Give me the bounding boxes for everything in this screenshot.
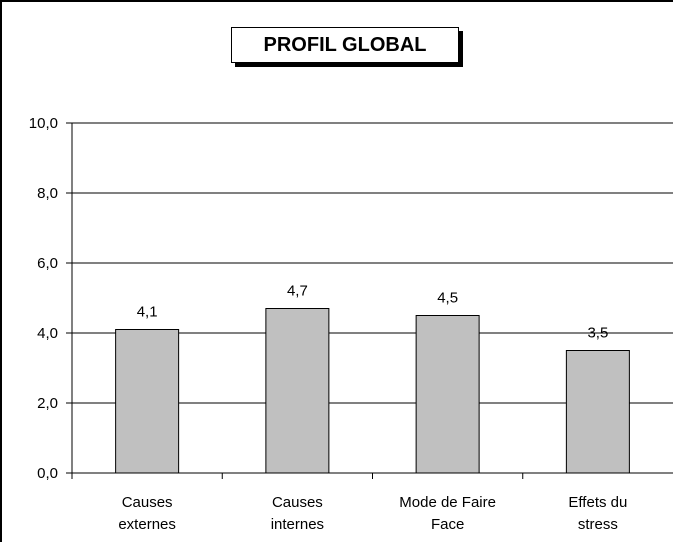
x-tick-label: externes <box>118 516 176 533</box>
x-tick-label: Causes <box>122 494 173 511</box>
x-tick-label: Effets du <box>568 494 627 511</box>
x-tick-label: Face <box>431 516 464 533</box>
y-tick-label: 8,0 <box>37 185 58 202</box>
data-label: 3,5 <box>587 325 608 342</box>
y-tick-label: 10,0 <box>29 115 58 132</box>
bar <box>115 329 180 474</box>
bar <box>265 308 330 474</box>
data-label: 4,1 <box>137 304 158 321</box>
y-tick-label: 0,0 <box>37 465 58 482</box>
bar <box>415 315 480 474</box>
y-tick-label: 4,0 <box>37 325 58 342</box>
x-tick-label: stress <box>578 516 618 533</box>
y-tick-label: 6,0 <box>37 255 58 272</box>
x-tick-label: Mode de Faire <box>399 494 496 511</box>
chart-title: PROFIL GLOBAL <box>231 27 459 63</box>
data-label: 4,7 <box>287 283 308 300</box>
data-label: 4,5 <box>437 290 458 307</box>
x-tick-label: Causes <box>272 494 323 511</box>
x-tick-label: internes <box>271 516 324 533</box>
y-tick-label: 2,0 <box>37 395 58 412</box>
bar <box>565 350 630 474</box>
